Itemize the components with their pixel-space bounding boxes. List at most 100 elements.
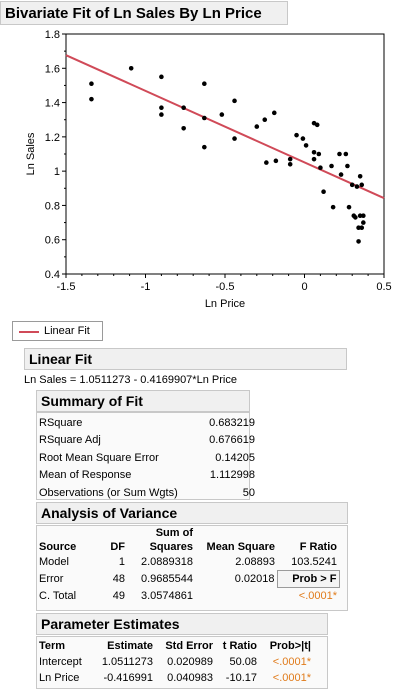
aov-row: Error 48 0.9685544 0.02018 Prob > F [37,570,340,588]
data-point [329,163,334,169]
summary-label: Observations (or Sum Wgts) [39,486,178,499]
col-df: DF [110,541,125,553]
col-prob-t: Prob>|t| [269,640,311,652]
data-point [337,151,342,157]
estimate-t-ratio: 50.08 [229,656,257,668]
data-point [181,105,186,111]
aov-row: C. Total 49 3.0574861 <.0001* [37,588,339,605]
analysis-of-variance-panel [36,525,348,611]
aov-df: 1 [118,556,125,569]
data-point [89,81,94,87]
data-point [338,172,344,177]
data-point [359,182,365,188]
data-point [316,151,322,157]
col-sum-of-squares: Sum of Squares [127,526,195,554]
data-point [356,225,361,231]
summary-label: Mean of Response [39,469,132,482]
summary-row: RSquare 0.683219 [36,414,258,432]
data-point [318,165,323,171]
data-point [353,215,358,220]
data-point [202,115,207,121]
x-tick-label: -1 [141,281,151,293]
data-point [349,182,355,188]
col-f-ratio: F Ratio [299,541,337,553]
data-point [219,112,225,117]
linear-fit-line-swatch [19,331,39,333]
col-estimate: Estimate [107,640,153,652]
estimate-std-error: 0.040983 [167,672,213,684]
aov-mean-square: 2.08893 [235,556,275,569]
data-point [300,136,306,141]
data-point [356,239,361,244]
data-point [159,112,164,117]
data-point [264,160,269,165]
summary-value: 0.683219 [209,416,255,429]
data-point [271,110,277,116]
data-point [311,149,317,155]
summary-value: 50 [242,486,255,499]
fit-equation: Ln Sales = 1.0511273 - 0.4169907*Ln Pric… [24,374,237,386]
data-point [89,96,94,102]
legend[interactable]: Linear Fit [12,321,103,341]
estimate-t-ratio: -10.17 [225,672,257,684]
summary-row: Mean of Response 1.112998 [36,467,258,485]
data-point [361,213,366,219]
aov-mean-square: 0.02018 [234,573,275,585]
col-term: Term [39,640,66,652]
y-tick-label: 1.4 [45,98,60,110]
col-t-ratio: t Ratio [222,640,257,652]
summary-row: Root Mean Square Error 0.14205 [36,449,258,467]
aov-f-ratio: 103.5241 [291,556,337,568]
data-point [311,156,317,162]
data-point [357,213,363,219]
data-point [202,81,207,87]
aov-row: Model 1 2.0889318 2.08893 103.5241 [37,554,339,571]
parameter-estimates-header[interactable]: Parameter Estimates [36,613,328,635]
report-title[interactable]: Bivariate Fit of Ln Sales By Ln Price [0,1,288,25]
legend-label: Linear Fit [44,325,90,337]
aov-source: C. Total [39,589,77,602]
summary-value: 1.112998 [209,469,255,482]
fit-line [65,54,385,200]
aov-sum-of-squares: 0.9685544 [141,573,193,585]
aov-df: 48 [112,573,125,585]
data-point [287,156,293,162]
estimate-row: Ln Price -0.416991 0.040983 -10.17 <.0001* [37,670,313,686]
summary-row: Observations (or Sum Wgts) 50 [36,484,258,502]
y-tick-label: 0.8 [45,200,60,212]
data-point [354,184,360,189]
prob-f-value: <.0001* [298,590,337,602]
data-point [159,74,164,80]
data-point [202,144,207,150]
data-point [181,125,186,131]
parameter-estimates-panel [36,636,328,689]
y-tick-label: 0.4 [45,269,60,281]
data-point [357,173,363,179]
aov-df: 49 [112,589,125,602]
col-mean-square: Mean Square [206,541,275,553]
estimate-term: Ln Price [39,672,80,684]
estimate-value: 1.0511273 [101,656,153,668]
estimate-prob: <.0001* [272,656,311,668]
data-point [273,158,279,164]
col-std-error: Std Error [165,640,213,652]
data-point [330,204,336,210]
summary-label: RSquare Adj [39,434,101,447]
aov-mean-square [195,588,277,605]
summary-of-fit-panel [36,412,250,500]
summary-of-fit-header[interactable]: Summary of Fit [36,390,250,412]
data-point [314,122,320,128]
data-point [359,225,365,231]
y-tick-label: 0.6 [45,235,60,247]
data-point [346,204,352,210]
analysis-of-variance-header[interactable]: Analysis of Variance [36,502,348,524]
summary-row: RSquare Adj 0.676619 [36,432,258,450]
bivariate-chart: 0.4 0.6 0.8 1 1.2 1.4 1.6 1.8 -1.5 -1 -0.5 0 0.5 Ln P… [0,26,402,316]
summary-of-fit-table: RSquare 0.683219 RSquare Adj 0.676619 Root M… [36,414,258,502]
linear-fit-header[interactable]: Linear Fit [24,348,347,370]
x-tick-label: -1.5 [57,281,76,293]
data-point [303,143,309,148]
col-sum-of-squares-top: Sum of [155,527,193,539]
col-source: Source [39,541,77,553]
prob-f-label: Prob > F [276,570,340,588]
